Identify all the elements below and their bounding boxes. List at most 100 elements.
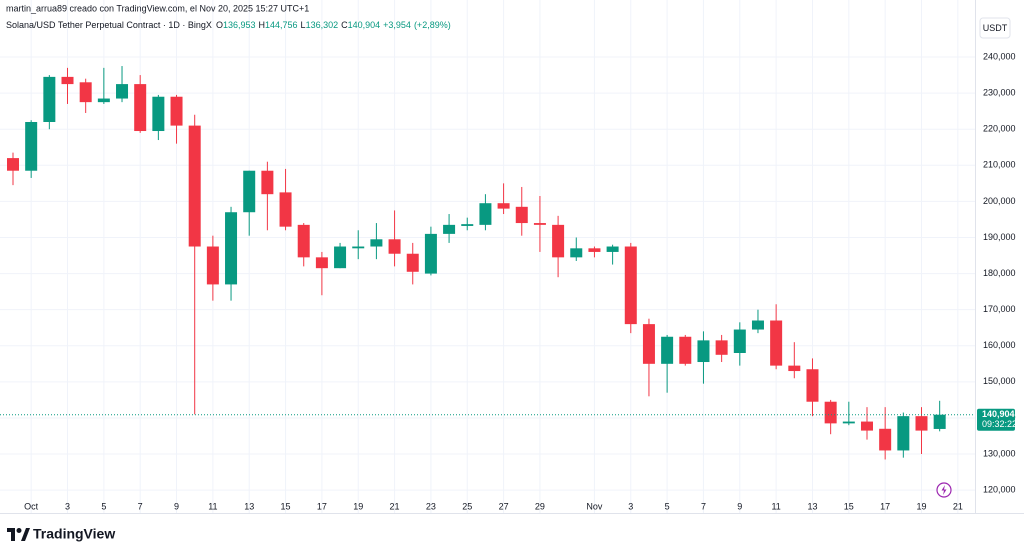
y-tick-label: 120,000: [983, 485, 1016, 495]
x-tick-label: 5: [101, 501, 106, 511]
candle-body: [606, 246, 619, 252]
candle-body: [860, 421, 873, 431]
candle-body: [97, 98, 110, 103]
candle-body: [279, 192, 292, 227]
ohlc-value: 144,756: [265, 20, 298, 30]
candle-body: [388, 239, 401, 254]
logo-mark: [7, 528, 15, 541]
y-tick-label: 160,000: [983, 340, 1016, 350]
candle-body: [315, 257, 328, 269]
candle-body: [733, 329, 746, 353]
x-tick-label: 5: [665, 501, 670, 511]
y-tick-label: 230,000: [983, 87, 1016, 97]
candle-body: [370, 239, 383, 247]
x-tick-label: 11: [771, 501, 780, 511]
currency-box[interactable]: [979, 17, 1011, 39]
ohlc-key: H: [259, 20, 266, 30]
y-tick-label: 200,000: [983, 196, 1016, 206]
candle-body: [751, 320, 764, 330]
x-tick-label: 7: [138, 501, 143, 511]
candle-body: [461, 224, 474, 226]
symbol-legend: Solana/USD Tether Perpetual Contract · 1…: [6, 20, 451, 30]
candle-body: [188, 125, 201, 247]
candle-body: [624, 246, 637, 325]
candle-body: [824, 401, 837, 424]
x-tick-label: 15: [281, 501, 291, 511]
x-tick-label: Oct: [24, 501, 39, 511]
candle-body: [879, 428, 892, 451]
y-tick-label: 130,000: [983, 448, 1016, 458]
candle-body: [697, 340, 710, 363]
candle-body: [770, 320, 783, 366]
candle-body: [424, 233, 437, 274]
x-tick-label: 21: [390, 501, 400, 511]
candle-body: [297, 224, 310, 258]
y-tick-label: 220,000: [983, 124, 1016, 134]
candle-body: [334, 246, 347, 269]
ohlc-key: O: [216, 20, 223, 30]
logo-mark-slash: [21, 528, 30, 541]
logo-mark-dot: [16, 528, 22, 533]
candle-body: [806, 369, 819, 402]
x-tick-label: 27: [499, 501, 509, 511]
x-tick-label: 9: [174, 501, 179, 511]
last-price-label: 140,904: [982, 409, 1015, 419]
x-tick-label: 13: [807, 501, 817, 511]
x-tick-label: 3: [628, 501, 633, 511]
candle-body: [679, 336, 692, 364]
candle-body: [533, 223, 546, 225]
change-pct: (+2,89%): [414, 20, 451, 30]
countdown: 09:32:22: [982, 419, 1017, 429]
candle-body: [715, 340, 728, 355]
candle-body: [915, 416, 928, 431]
candle-body: [352, 246, 365, 249]
event-icon-bolt: [941, 485, 947, 495]
candle-body: [552, 224, 565, 258]
brand: TradingView: [33, 526, 115, 542]
y-tick-label: 190,000: [983, 232, 1016, 242]
y-tick-label: 240,000: [983, 51, 1016, 61]
currency[interactable]: USDT: [983, 23, 1008, 33]
candle-body: [261, 170, 274, 195]
candle-body: [479, 203, 492, 225]
x-tick-label: 19: [916, 501, 926, 511]
x-tick-label: 19: [353, 501, 363, 511]
candle-body: [570, 248, 583, 258]
x-tick-label: 17: [317, 501, 327, 511]
candle-body: [497, 203, 510, 209]
candle-body: [61, 76, 74, 85]
candle-body: [515, 206, 528, 224]
x-tick-label: 21: [953, 501, 963, 511]
candle-body: [25, 121, 38, 171]
candle-body: [588, 248, 601, 252]
ohlc-value: 136,953: [223, 20, 256, 30]
ohlc-value: 140,904: [348, 20, 381, 30]
x-tick-label: 7: [701, 501, 706, 511]
candle-body: [206, 246, 219, 285]
x-tick-label: 13: [244, 501, 254, 511]
candle-body: [642, 324, 655, 364]
candle-body: [933, 414, 946, 429]
x-tick-label: 29: [535, 501, 545, 511]
ohlc-key: L: [301, 20, 306, 30]
x-tick-label: 17: [880, 501, 890, 511]
y-tick-label: 180,000: [983, 268, 1016, 278]
candle-body: [443, 224, 456, 234]
y-tick-label: 170,000: [983, 304, 1016, 314]
x-tick-label: 9: [737, 501, 742, 511]
x-tick-label: 3: [65, 501, 70, 511]
x-tick-label: 25: [462, 501, 472, 511]
candle-body: [243, 170, 256, 213]
candle-body: [788, 365, 801, 372]
x-tick-label: 23: [426, 501, 436, 511]
candle-body: [79, 82, 92, 103]
candle-body: [152, 96, 165, 132]
x-tick-label: 15: [844, 501, 854, 511]
candle-body: [842, 421, 855, 424]
candle-body: [661, 336, 674, 364]
x-tick-label: Nov: [586, 501, 603, 511]
candle-body: [897, 416, 910, 451]
